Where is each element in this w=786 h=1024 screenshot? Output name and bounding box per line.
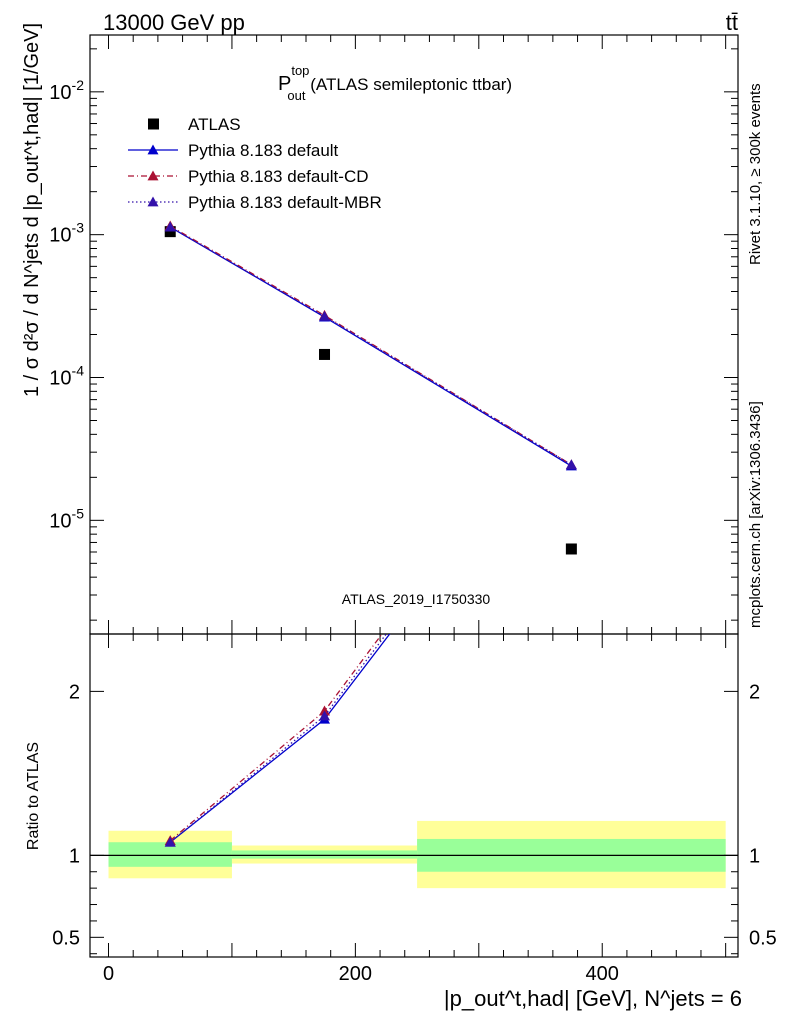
- x-tick-label: 0: [103, 963, 114, 985]
- main-y-tick-exp: -2: [72, 77, 85, 93]
- plot-title-sub: out: [287, 88, 305, 103]
- legend-label: ATLAS: [188, 115, 241, 134]
- ratio-y-ticks: 0.5 0.5 1 1 2 2: [52, 681, 777, 955]
- legend-marker: [147, 144, 159, 155]
- atlas-data-point: [565, 543, 577, 555]
- ratio-y-tick-label-right: 1: [749, 845, 760, 867]
- mc-marker: [319, 310, 331, 321]
- legend: ATLAS Pythia 8.183 default Pythia 8.183 de…: [128, 115, 382, 212]
- mc-marker: [565, 459, 577, 470]
- ratio-mc-line: [169, 634, 388, 843]
- x-axis-title: |p_out^t,had| [GeV], N^jets = 6: [444, 986, 742, 1011]
- plot-title-rest: (ATLAS semileptonic ttbar): [306, 75, 513, 94]
- ratio-mc-marker: [164, 836, 176, 847]
- main-y-tick-label: 10-5: [49, 505, 84, 532]
- ratio-mc-line: [169, 634, 383, 842]
- atlas-data-point: [164, 226, 176, 238]
- plot-title: Ptop out (ATLAS semileptonic ttbar): [278, 63, 512, 103]
- plot-title-sup: top: [291, 63, 309, 78]
- rivet-label: Rivet 3.1.10, ≥ 300k events: [747, 83, 764, 265]
- legend-marker: [148, 118, 159, 130]
- ratio-y-tick-label: 2: [69, 681, 80, 703]
- x-tick-label: 400: [586, 963, 619, 985]
- main-y-label-text: 1 / σ d²σ / d N^jets d |p_out^t,had| [1/…: [21, 23, 43, 397]
- analysis-id: ATLAS_2019_I1750330: [342, 591, 491, 607]
- ratio-x-ticks: 0 200 400: [103, 634, 727, 985]
- ratio-y-tick-label-right: 0.5: [749, 927, 777, 949]
- legend-marker: [147, 170, 159, 181]
- ratio-y-tick-label: 1: [69, 845, 80, 867]
- header-right: tt̄: [726, 10, 738, 35]
- atlas-data-point: [319, 348, 331, 360]
- legend-marker: [147, 196, 159, 207]
- plot-title-main: P: [278, 73, 291, 95]
- main-y-tick-label: 10-2: [49, 77, 84, 104]
- x-tick-label: 200: [339, 963, 372, 985]
- main-y-label: 1 / σ d²σ / d N^jets d |p_out^t,had| [1/…: [21, 23, 43, 397]
- ratio-mc-marker: [319, 710, 331, 721]
- main-y-tick-exp: -3: [72, 220, 85, 236]
- ratio-y-tick-label-right: 2: [749, 681, 760, 703]
- main-y-tick-label: 10-4: [49, 362, 84, 389]
- mc-line: [169, 226, 572, 467]
- ratio-series: [164, 634, 391, 847]
- legend-label: Pythia 8.183 default-MBR: [188, 193, 382, 212]
- main-x-ticks: [108, 35, 727, 634]
- ratio-band-green: [231, 850, 418, 859]
- legend-label: Pythia 8.183 default-CD: [188, 167, 369, 186]
- main-y-ticks: 10-5 10-4 10-3 10-2: [49, 48, 738, 621]
- main-y-tick-exp: -4: [72, 362, 85, 378]
- main-y-tick-exp: -5: [72, 505, 85, 521]
- main-series: [164, 220, 577, 555]
- legend-label: Pythia 8.183 default: [188, 141, 339, 160]
- ratio-bands: [90, 820, 738, 889]
- main-y-tick-label: 10-3: [49, 220, 84, 247]
- ratio-frame: [89, 633, 739, 958]
- ratio-y-label: Ratio to ATLAS: [25, 742, 42, 850]
- ratio-y-tick-label: 0.5: [52, 927, 80, 949]
- mcplots-label: mcplots.cern.ch [arXiv:1306.3436]: [747, 401, 764, 628]
- header-left: 13000 GeV pp: [103, 10, 245, 35]
- ratio-panel: 0.5 0.5 1 1 2 2 0 200 400: [52, 633, 777, 985]
- mc-marker: [164, 221, 176, 232]
- ratio-mc-line: [169, 634, 391, 843]
